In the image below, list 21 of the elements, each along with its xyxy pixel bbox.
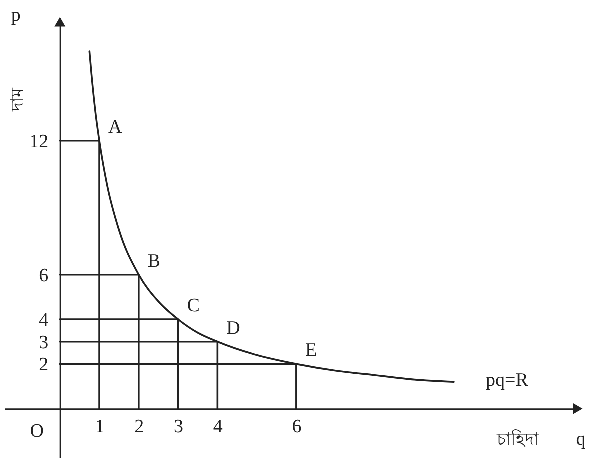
annotation: B [148, 250, 161, 272]
x-tick-label: 3 [174, 416, 184, 438]
y-tick-label: 2 [39, 354, 49, 376]
annotation: D [226, 318, 240, 339]
y-tick-label: 12 [30, 131, 49, 152]
annotation: E [305, 340, 318, 362]
annotation: O [30, 420, 44, 442]
x-tick-label: 4 [213, 416, 224, 438]
annotation: p [11, 5, 21, 26]
annotation: q [576, 428, 586, 450]
x-tick-label: 2 [134, 416, 144, 438]
x-tick-label: 6 [292, 416, 302, 438]
x-tick-label: 1 [95, 416, 105, 438]
y-tick-label: 4 [39, 310, 50, 332]
x-axis-title: চাহিদা [496, 428, 540, 449]
annotation: A [108, 116, 123, 138]
y-axis-title: দাম [8, 88, 28, 112]
y-tick-label: 6 [39, 265, 49, 286]
y-tick-label: 3 [39, 332, 49, 354]
annotation: C [187, 296, 200, 317]
annotation: pq=R [486, 370, 529, 392]
